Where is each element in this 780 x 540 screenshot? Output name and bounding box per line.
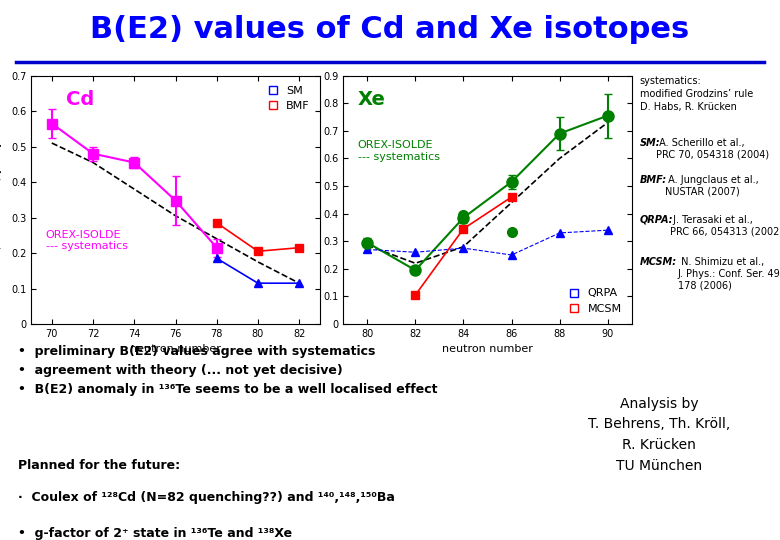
Text: •  preliminary B(E2) values agree with systematics
•  agreement with theory (...: • preliminary B(E2) values agree with sy…	[18, 345, 438, 396]
Text: QRPA:: QRPA:	[640, 215, 673, 225]
X-axis label: neutron number: neutron number	[442, 345, 533, 354]
Text: SM:: SM:	[640, 138, 660, 148]
Text: BMF:: BMF:	[640, 175, 667, 185]
Text: A. Scherillo et al.,
PRC 70, 054318 (2004): A. Scherillo et al., PRC 70, 054318 (200…	[657, 138, 770, 159]
Text: •  g-factor of 2⁺ state in ¹³⁶Te and ¹³⁸Xe: • g-factor of 2⁺ state in ¹³⁶Te and ¹³⁸X…	[18, 526, 292, 539]
X-axis label: neutron number: neutron number	[130, 345, 221, 354]
Text: Analysis by
T. Behrens, Th. Kröll,
R. Krücken
TU München: Analysis by T. Behrens, Th. Kröll, R. Kr…	[588, 397, 730, 472]
Text: ·  Coulex of ¹²⁸Cd (N=82 quenching??) and ¹⁴⁰,¹⁴⁸,¹⁵⁰Ba: · Coulex of ¹²⁸Cd (N=82 quenching??) and…	[18, 491, 395, 504]
Text: Cd: Cd	[66, 90, 94, 110]
Text: MCSM:: MCSM:	[640, 257, 677, 267]
Text: Xe: Xe	[357, 90, 385, 110]
Text: OREX-ISOLDE
--- systematics: OREX-ISOLDE --- systematics	[45, 230, 128, 251]
Text: N. Shimizu et al.,
J. Phys.: Conf. Ser. 49,
178 (2006): N. Shimizu et al., J. Phys.: Conf. Ser. …	[678, 257, 780, 290]
Text: OREX-ISOLDE
--- systematics: OREX-ISOLDE --- systematics	[357, 140, 440, 162]
Y-axis label: B(E2; 0$^+$ $\rightarrow$ 2$^+$) [e$^2$b$^2$]: B(E2; 0$^+$ $\rightarrow$ 2$^+$) [e$^2$b…	[0, 143, 5, 257]
Text: Planned for the future:: Planned for the future:	[18, 458, 180, 471]
Text: B(E2) values of Cd and Xe isotopes: B(E2) values of Cd and Xe isotopes	[90, 15, 690, 44]
Text: systematics:
modified Grodzins’ rule
D. Habs, R. Krücken: systematics: modified Grodzins’ rule D. …	[640, 76, 753, 112]
Legend: QRPA, MCSM: QRPA, MCSM	[566, 284, 626, 319]
Legend: SM, BMF: SM, BMF	[264, 81, 314, 116]
Text: A. Jungclaus et al.,
NUSTAR (2007): A. Jungclaus et al., NUSTAR (2007)	[665, 175, 759, 197]
Text: J. Terasaki et al.,
PRC 66, 054313 (2002): J. Terasaki et al., PRC 66, 054313 (2002…	[671, 215, 780, 237]
